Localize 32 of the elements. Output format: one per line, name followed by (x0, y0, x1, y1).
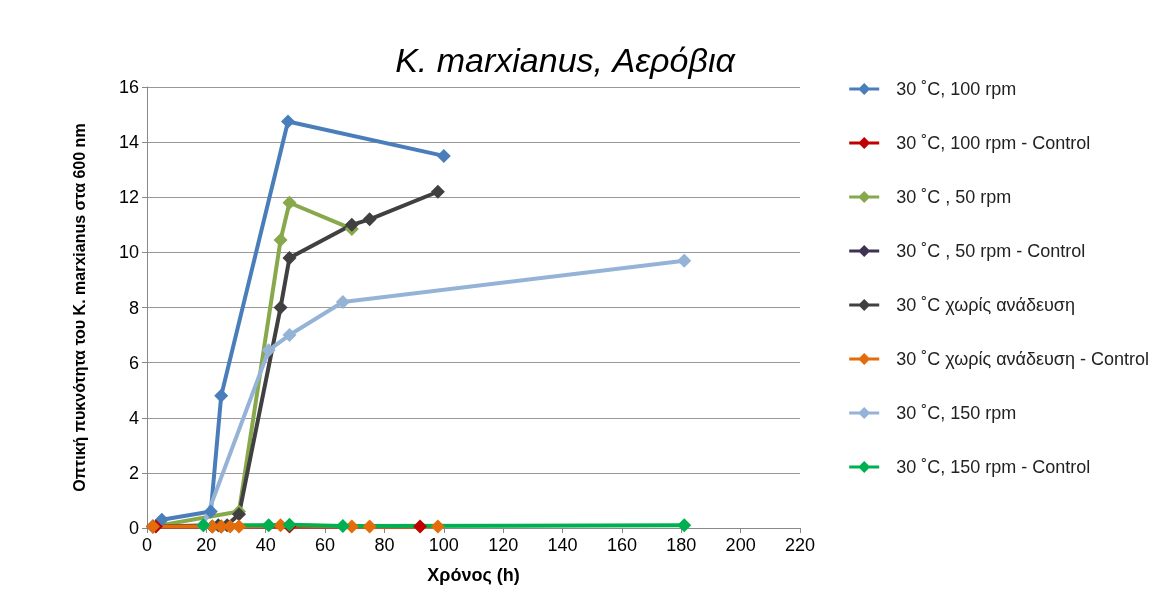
y-tick-label: 6 (128, 352, 139, 373)
x-tick-label: 180 (666, 535, 697, 555)
x-tick-label: 20 (196, 535, 217, 555)
y-tick-label: 10 (118, 242, 139, 263)
legend-label: 30 ˚C, 150 rpm (896, 403, 1017, 423)
y-tick-label: 2 (128, 462, 139, 483)
legend-label: 30 ˚C, 100 rpm - Control (896, 133, 1091, 153)
y-tick-label: 0 (128, 518, 139, 538)
y-tick-label: 14 (118, 132, 139, 153)
x-tick-label: 120 (488, 535, 519, 555)
x-tick-label: 140 (547, 535, 578, 555)
y-tick-label: 12 (118, 187, 139, 208)
x-tick-label: 60 (315, 535, 336, 555)
x-tick-label: 200 (725, 535, 756, 555)
x-tick-label: 80 (374, 535, 395, 555)
x-tick-label: 220 (784, 535, 816, 555)
legend-label: 30 ˚C , 50 rpm (896, 187, 1012, 207)
legend-label: 30 ˚C χωρίς ανάδευση (896, 295, 1075, 315)
y-tick-label: 16 (118, 77, 139, 97)
x-tick-label: 160 (606, 535, 637, 555)
x-tick-label: 100 (428, 535, 459, 555)
x-tick-label: 40 (255, 535, 276, 555)
y-tick-label: 4 (128, 407, 139, 428)
chart-title: K. marxianus, Αερόβια (395, 41, 737, 79)
y-axis-title: Οπτική πυκνότητα του K. marxianus στα 600 nm (70, 123, 88, 492)
legend-label: 30 ˚C χωρίς ανάδευση - Control (896, 349, 1150, 369)
legend-label: 30 ˚C , 50 rpm - Control (896, 241, 1086, 261)
y-tick-label: 8 (128, 297, 139, 318)
x-tick-label: 0 (141, 535, 153, 555)
legend-label: 30 ˚C, 100 rpm (896, 79, 1017, 99)
legend-label: 30 ˚C, 150 rpm - Control (896, 457, 1091, 477)
x-axis-title: Χρόνος (h) (427, 565, 520, 585)
